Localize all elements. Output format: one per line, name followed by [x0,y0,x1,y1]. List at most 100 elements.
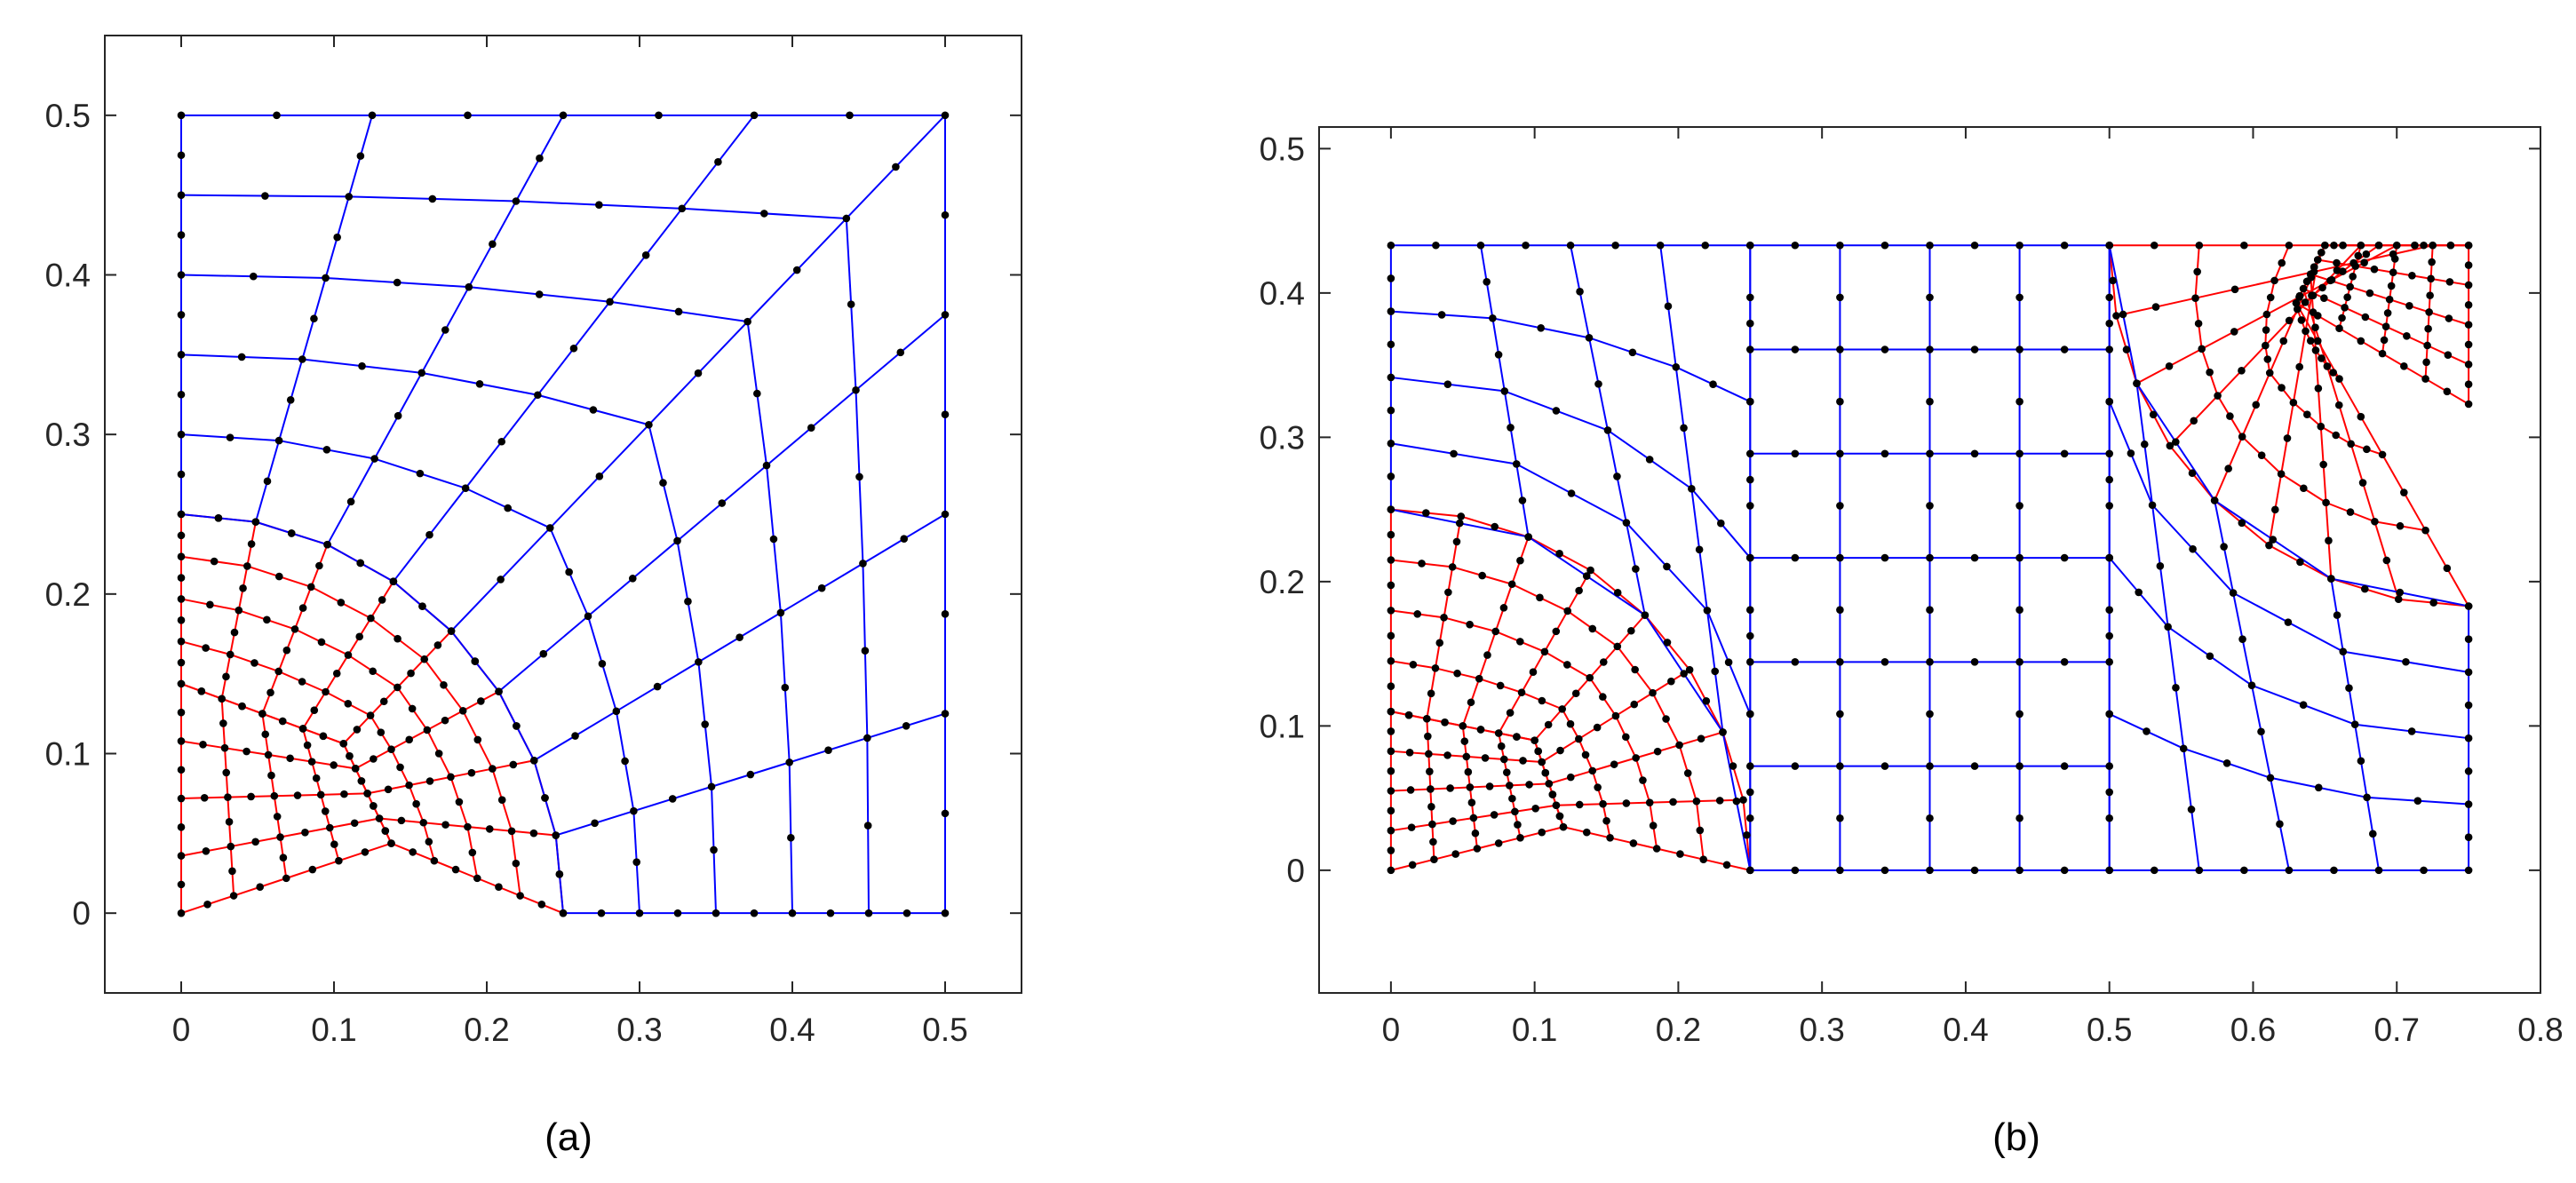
mesh-node [1836,606,1844,614]
x-tick-label: 0.6 [2230,1012,2276,1048]
mesh-node [2105,762,2114,770]
mesh-node [2151,303,2160,311]
mesh-node [1466,783,1475,791]
mesh-node [1430,855,1438,863]
mesh-node [1440,614,1448,622]
mesh-node [1406,786,1415,794]
mesh-node [423,726,432,734]
mesh-node [1387,826,1395,835]
mesh-node [2444,351,2453,359]
mesh-node [1531,805,1539,813]
mesh-node [2263,355,2272,363]
mesh-node [1555,812,1564,821]
mesh-node [1629,839,1638,847]
mesh-node [1745,449,1754,458]
mesh-node [1791,241,1800,250]
mesh-node [2357,757,2365,766]
mesh-node [1429,838,1437,846]
mesh-node [1672,362,1681,371]
mesh-node [322,274,330,282]
mesh-node [2464,767,2473,775]
mesh-node [2135,588,2143,597]
mesh-node [1791,866,1800,875]
mesh-node [781,683,790,692]
x-tick-label: 0.4 [1943,1012,1988,1048]
mesh-node [668,795,677,803]
mesh-node [1970,345,1979,353]
mesh-node [1599,799,1607,808]
mesh-node [1645,456,1654,464]
mesh-node [2360,258,2368,266]
mesh-node [1567,489,1576,497]
mesh-node [1645,798,1654,806]
mesh-node [535,290,544,298]
mesh-node [355,632,364,641]
mesh-node [1729,762,1737,770]
mesh-node [1494,351,1503,359]
mesh-node [1506,782,1514,790]
mesh-node [177,574,186,582]
mesh-node [1387,439,1395,448]
mesh-node [2422,358,2430,367]
mesh-node [1497,742,1506,750]
mesh-node [826,909,835,917]
mesh-node [2427,274,2435,283]
y-tick-label: 0 [1286,853,1305,889]
mesh-node [2378,349,2387,358]
mesh-node [298,355,306,363]
mesh-node [1970,553,1979,562]
x-tick-label: 0.4 [769,1012,815,1048]
mesh-node [1538,696,1546,705]
mesh-node [206,600,214,609]
mesh-node [361,848,370,856]
mesh-node [228,867,236,876]
mesh-node [225,818,234,826]
mesh-node [2238,635,2246,643]
mesh-node [307,758,316,766]
mesh-node [412,799,420,808]
mesh-node [762,461,771,470]
mesh-node [2464,800,2473,808]
mesh-node [1552,627,1561,636]
mesh-node [2105,631,2114,640]
mesh-node [941,210,950,219]
mesh-node [2464,701,2473,710]
mesh-node [2357,337,2365,345]
mesh-node [1683,769,1692,777]
panel-a: 0 0.1 0.2 0.3 0.4 0.5 0 0.1 0.2 0.3 0.4 0.5 (a) [45,35,1022,1159]
mesh-node [2240,866,2248,875]
mesh-node [1387,505,1395,513]
mesh-node [2105,449,2114,458]
mesh-node [1491,627,1500,636]
mesh-node [776,608,785,617]
mesh-node [2319,460,2327,469]
mesh-node [2365,289,2374,298]
mesh-node [1489,314,1497,322]
mesh-node [1508,794,1516,803]
mesh-node [250,659,258,667]
mesh-node [428,195,437,203]
mesh-node [2464,380,2473,388]
mesh-node [1680,670,1688,678]
mesh-node [2464,602,2473,610]
mesh-node [461,484,470,493]
mesh-node [2320,294,2328,302]
mesh-node [2350,720,2359,729]
mesh-node [489,240,497,249]
mesh-node [264,750,273,759]
mesh-node [2060,658,2069,666]
mesh-node [1457,512,1466,520]
panel-a-axes-box [104,35,1022,994]
mesh-node [710,846,718,854]
mesh-node [2270,276,2278,285]
mesh-node [941,609,950,618]
mesh-node [378,596,386,604]
mesh-node [2345,684,2353,692]
mesh-node [286,395,295,404]
mesh-node [2357,241,2365,250]
mesh-node [393,278,402,287]
mesh-node [2464,635,2473,643]
mesh-node [714,158,722,166]
mesh-node [2360,584,2369,593]
mesh-node [396,763,404,772]
